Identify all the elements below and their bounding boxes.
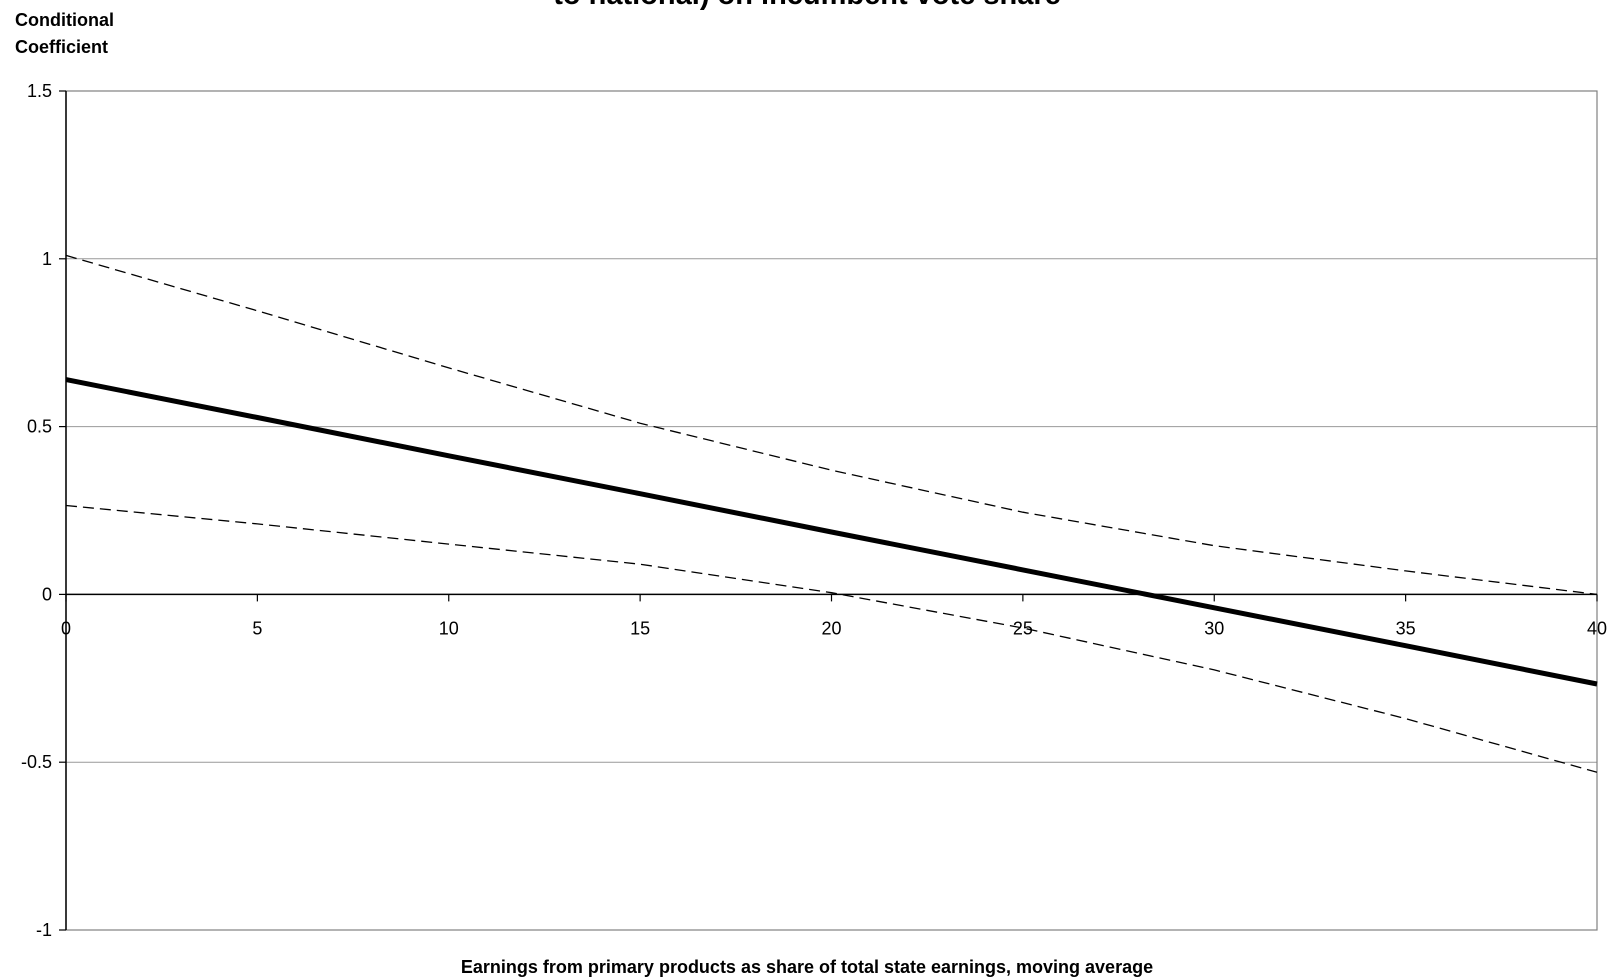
- y-tick-label: 1.5: [27, 81, 52, 101]
- x-tick-label: 35: [1396, 618, 1416, 638]
- tick-labels: 1.5 1 0.5 0 -0.5 -1 0 5 10 15 20 25 30 35 40: [21, 81, 1607, 940]
- x-tick-label: 25: [1013, 618, 1033, 638]
- x-axis-label: Earnings from primary products as share …: [460, 957, 1154, 977]
- chart-title: to national) on incumbent vote share: [0, 0, 1614, 12]
- x-tick-label: 0: [61, 618, 71, 638]
- y-tick-label: -0.5: [21, 752, 52, 772]
- x-tick-label: 20: [821, 618, 841, 638]
- upper-bound-dashed-line: [65, 254, 1598, 596]
- axes: [59, 90, 1598, 931]
- y-axis-label-line-2: Coefficient: [15, 37, 109, 57]
- series-lines: [65, 254, 1598, 773]
- x-tick-label: 5: [252, 618, 262, 638]
- lower-bound-dashed-line: [65, 504, 1598, 773]
- y-axis-label: Conditional Coefficient: [15, 7, 114, 61]
- coefficient-line: [65, 377, 1598, 687]
- y-tick-label: 0: [42, 584, 52, 604]
- y-tick-label: 0.5: [27, 417, 52, 437]
- x-tick-label: 40: [1587, 618, 1607, 638]
- y-axis-label-line-1: Conditional: [15, 10, 114, 30]
- x-tick-label: 30: [1204, 618, 1224, 638]
- x-tick-label: 15: [630, 618, 650, 638]
- plot-area-border: [65, 90, 1598, 931]
- y-tick-label: -1: [36, 920, 52, 940]
- x-tick-label: 10: [439, 618, 459, 638]
- y-tick-label: 1: [42, 249, 52, 269]
- gridlines: [66, 258, 1597, 763]
